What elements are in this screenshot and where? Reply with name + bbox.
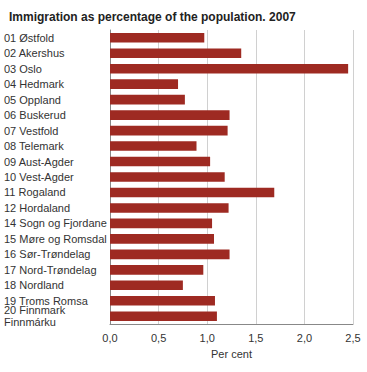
svg-text:Finnmárku: Finnmárku [4,316,56,328]
svg-text:17 Nord-Trøndelag: 17 Nord-Trøndelag [4,264,97,276]
svg-text:Per cent: Per cent [211,348,252,360]
svg-text:10 Vest-Agder: 10 Vest-Agder [4,171,74,183]
svg-text:03 Oslo: 03 Oslo [4,63,42,75]
svg-text:20 Finnmark: 20 Finnmark [4,304,66,316]
svg-text:19 Troms Romsa: 19 Troms Romsa [4,294,88,307]
svg-text:12 Hordaland: 12 Hordaland [4,202,70,214]
svg-text:06 Buskerud: 06 Buskerud [4,109,66,121]
svg-text:0,5: 0,5 [151,332,166,344]
svg-text:18 Nordland: 18 Nordland [4,279,64,291]
svg-text:02 Akershus: 02 Akershus [4,47,65,59]
svg-text:05 Oppland: 05 Oppland [4,94,61,106]
svg-text:2,5: 2,5 [345,332,360,344]
svg-text:09 Aust-Agder: 09 Aust-Agder [4,156,74,168]
svg-text:08 Telemark: 08 Telemark [4,140,64,152]
svg-text:1,0: 1,0 [200,332,215,344]
svg-text:16 Sør-Trøndelag: 16 Sør-Trøndelag [4,248,90,260]
svg-text:01 Østfold: 01 Østfold [4,32,54,44]
svg-text:0,0: 0,0 [102,332,117,344]
svg-text:04 Hedmark: 04 Hedmark [4,78,64,90]
svg-text:11 Rogaland: 11 Rogaland [4,186,66,198]
svg-text:14 Sogn og Fjordane: 14 Sogn og Fjordane [4,217,107,229]
svg-text:Immigration as percentage of t: Immigration as percentage of the populat… [9,10,296,24]
svg-text:07 Vestfold: 07 Vestfold [4,125,58,137]
svg-text:2,0: 2,0 [297,332,312,344]
svg-text:15 Møre og Romsdal: 15 Møre og Romsdal [4,233,107,245]
svg-text:1,5: 1,5 [248,332,263,344]
